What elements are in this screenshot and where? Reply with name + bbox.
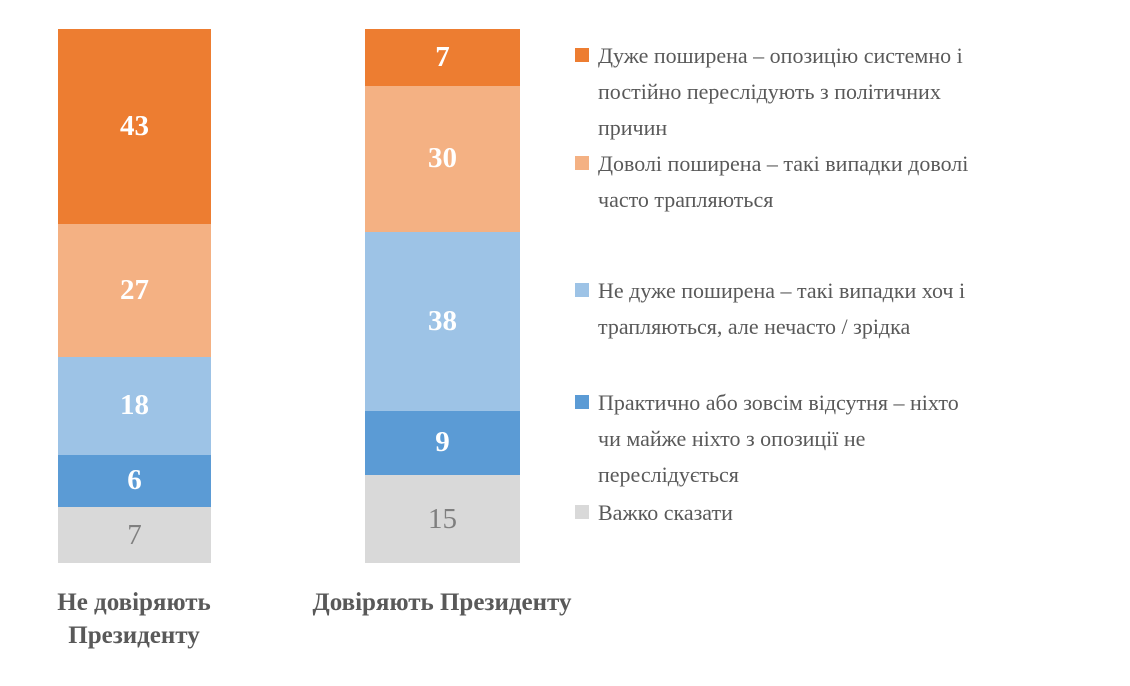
category-label-trust-president: Довіряють Президенту: [312, 589, 572, 616]
legend-item-not-very-widespread: Не дуже поширена – такі випадки хоч і тр…: [575, 273, 965, 345]
legend-item-practically-absent: Практично або зовсім відсутня – ніхто чи…: [575, 385, 959, 493]
bar-segment-very-widespread: 7: [365, 29, 520, 86]
legend: Дуже поширена – опозицію системно і пост…: [575, 0, 1123, 560]
segment-value-label: 30: [428, 142, 457, 175]
legend-swatch-orange: [575, 48, 589, 62]
segment-value-label: 43: [120, 109, 149, 142]
legend-label: Важко сказати: [598, 500, 733, 525]
segment-value-label: 15: [428, 502, 457, 535]
bar-segment-practically-absent: 6: [58, 454, 211, 508]
segment-value-label: 7: [435, 40, 450, 73]
legend-swatch-blue: [575, 395, 589, 409]
segment-value-label: 7: [127, 518, 142, 551]
bar-segment-quite-widespread: 30: [365, 85, 520, 233]
legend-item-hard-to-say: Важко сказати: [575, 495, 733, 531]
legend-label: Доволі поширена – такі випадки доволі ча…: [598, 151, 969, 212]
legend-item-very-widespread: Дуже поширена – опозицію системно і пост…: [575, 38, 963, 146]
segment-value-label: 6: [127, 464, 142, 497]
legend-label: Практично або зовсім відсутня – ніхто чи…: [598, 390, 959, 487]
bar-segment-not-very-widespread: 38: [365, 232, 520, 411]
legend-swatch-gray: [575, 505, 589, 519]
segment-value-label: 27: [120, 273, 149, 306]
segment-value-label: 38: [428, 305, 457, 338]
legend-label: Дуже поширена – опозицію системно і пост…: [598, 43, 963, 140]
bar-segment-hard-to-say: 7: [58, 507, 211, 563]
bar-trust-president: 7 30 38 9 15: [365, 29, 520, 563]
legend-swatch-light-blue: [575, 283, 589, 297]
bar-segment-quite-widespread: 27: [58, 223, 211, 357]
bar-segment-practically-absent: 9: [365, 410, 520, 476]
bar-distrust-president: 43 27 18 6 7: [58, 29, 211, 563]
bar-segment-hard-to-say: 15: [365, 475, 520, 563]
category-label-distrust-president: Не довіряють Президенту: [57, 589, 211, 649]
bar-segment-very-widespread: 43: [58, 29, 211, 224]
legend-swatch-light-orange: [575, 156, 589, 170]
bar-segment-not-very-widespread: 18: [58, 356, 211, 455]
segment-value-label: 18: [120, 389, 149, 422]
legend-item-quite-widespread: Доволі поширена – такі випадки доволі ча…: [575, 146, 968, 218]
segment-value-label: 9: [435, 426, 450, 459]
legend-label: Не дуже поширена – такі випадки хоч і тр…: [598, 278, 966, 339]
